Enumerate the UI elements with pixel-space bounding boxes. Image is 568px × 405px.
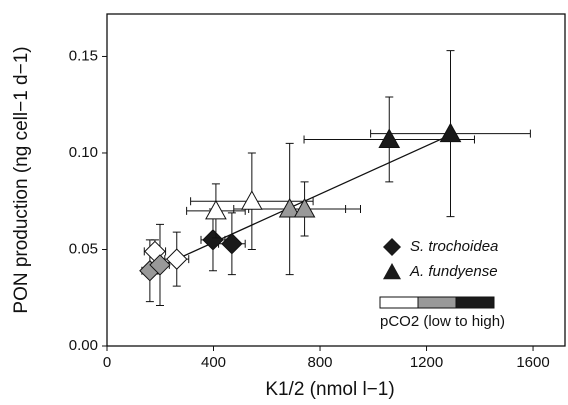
marker <box>221 232 243 255</box>
legend-marker <box>383 263 401 280</box>
pco2-swatch <box>417 296 457 309</box>
x-tick-label: 1600 <box>516 354 549 371</box>
fit-line <box>146 133 454 274</box>
marker <box>293 197 316 218</box>
pco2-swatch <box>379 296 419 309</box>
y-axis-label: PON production (ng cell−1 d−1) <box>11 46 32 313</box>
x-tick-label: 400 <box>201 354 226 371</box>
plot-frame <box>106 13 566 347</box>
marker <box>149 254 171 276</box>
legend-label: S. trochoidea <box>410 238 498 255</box>
marker <box>205 199 227 220</box>
marker <box>166 248 188 270</box>
legend-label: A. fundyense <box>409 263 498 280</box>
marker <box>241 190 263 210</box>
x-tick-label: 800 <box>308 354 333 371</box>
pco2-label: pCO2 (low to high) <box>380 313 505 330</box>
x-axis-label: K1/2 (nmol l−1) <box>265 379 394 400</box>
marker <box>439 122 462 143</box>
legend-marker <box>383 238 401 256</box>
marker <box>202 229 224 251</box>
y-tick-label: 0.10 <box>69 144 98 161</box>
y-tick-label: 0.05 <box>69 240 98 257</box>
x-tick-label: 0 <box>103 354 111 371</box>
y-tick-label: 0.00 <box>69 337 98 354</box>
pco2-swatch <box>455 296 495 309</box>
x-tick-label: 1200 <box>410 354 443 371</box>
y-tick-label: 0.15 <box>69 47 98 64</box>
marker <box>278 197 301 218</box>
marker <box>378 128 401 148</box>
